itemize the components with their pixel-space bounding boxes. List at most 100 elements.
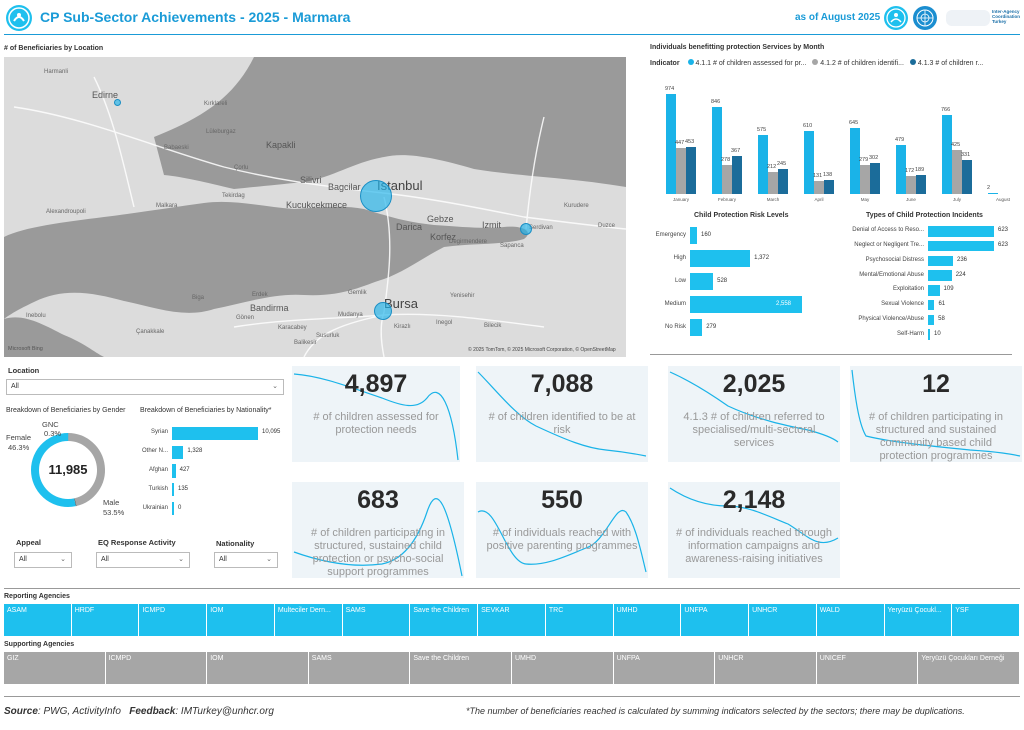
agency-tile[interactable]: UNFPA	[681, 604, 749, 636]
nationality-bar[interactable]	[172, 445, 184, 459]
month-bar[interactable]	[804, 131, 814, 194]
legend-item-1[interactable]: 4.1.1 # of children assessed for pr...	[695, 60, 807, 67]
map-label-susurluk: Susurluk	[316, 333, 340, 339]
nationality-bar[interactable]	[172, 464, 176, 478]
agency-tile[interactable]: ICMPD	[139, 604, 207, 636]
agency-tile[interactable]: Yeryüzü Çocukları Derneği	[918, 652, 1019, 684]
month-bar[interactable]	[686, 147, 696, 194]
donut-slice-female[interactable]	[67, 433, 105, 507]
agency-tile[interactable]: SAMS	[342, 604, 410, 636]
agency-tile[interactable]: YSF	[952, 604, 1019, 636]
month-bar[interactable]	[962, 160, 972, 194]
agency-tile[interactable]: UMHD	[512, 652, 613, 684]
feedback-email[interactable]: : IMTurkey@unhcr.org	[175, 706, 274, 717]
month-bar[interactable]	[758, 134, 768, 194]
agency-tile[interactable]: Yeryüzü Çocukl...	[884, 604, 952, 636]
gender-donut[interactable]	[4, 416, 132, 522]
appeal-dropdown[interactable]: All ⌄	[14, 552, 72, 568]
location-dropdown-value: All	[11, 383, 19, 390]
month-bar[interactable]	[712, 107, 722, 194]
month-bar[interactable]	[666, 94, 676, 194]
agency-tile[interactable]: UNICEF	[816, 652, 918, 684]
map-label-luleburgaz: Lüleburgaz	[206, 129, 236, 135]
month-bar-value: 172	[905, 168, 915, 175]
bubble-bursa[interactable]	[374, 302, 392, 320]
kpi-card[interactable]: 2,148 # of individuals reached through i…	[668, 482, 840, 578]
month-bar[interactable]	[768, 172, 778, 194]
incident-bar[interactable]	[928, 285, 940, 296]
gender-donut-chart[interactable]: 11,985 Female 46.3% GNC 0.3% Male 53.5%	[4, 416, 132, 522]
agency-tile[interactable]: UNHCR	[715, 652, 816, 684]
month-bar[interactable]	[870, 162, 880, 194]
month-bar[interactable]	[906, 176, 916, 194]
agency-tile[interactable]: UMHD	[613, 604, 681, 636]
risk-bar[interactable]	[690, 296, 802, 313]
bubble-istanbul[interactable]	[360, 180, 392, 212]
month-bar[interactable]	[824, 179, 834, 194]
kpi-label: # of children participating in structure…	[311, 527, 445, 578]
kpi-card[interactable]: 683 # of children participating in struc…	[292, 482, 464, 578]
kpi-card[interactable]: 550 # of individuals reached with positi…	[476, 482, 648, 578]
agency-tile[interactable]: UNHCR	[749, 604, 816, 636]
incident-bar[interactable]	[928, 329, 930, 340]
month-bar[interactable]	[942, 115, 952, 194]
kpi-card[interactable]: 4,897 # of children assessed for protect…	[292, 366, 460, 462]
legend-item-2[interactable]: 4.1.2 # of children identifi...	[820, 60, 904, 67]
month-bar[interactable]	[732, 156, 742, 194]
risk-bar[interactable]	[690, 227, 697, 244]
nationality-bar[interactable]	[172, 426, 258, 440]
map-attribution[interactable]: © 2025 TomTom, © 2025 Microsoft Corporat…	[468, 347, 616, 353]
donut-slice-male[interactable]	[31, 433, 76, 507]
nationality-bar[interactable]	[172, 483, 174, 497]
month-bar[interactable]	[676, 148, 686, 194]
map-label-izmit: Izmit	[482, 220, 501, 230]
agency-tile[interactable]: SAMS	[308, 652, 410, 684]
month-bar[interactable]	[722, 165, 732, 194]
incident-bar[interactable]	[928, 314, 935, 326]
agency-tile[interactable]: UNFPA	[613, 652, 715, 684]
month-bar[interactable]	[850, 127, 860, 194]
month-bar[interactable]	[896, 144, 906, 194]
bubble-edirne[interactable]	[114, 99, 121, 106]
month-bar-chart[interactable]: 974 447 453 January 846 278 367 February 575 212 2…	[650, 70, 1022, 202]
risk-bar[interactable]	[690, 250, 751, 267]
agency-tile[interactable]: Multeciler Dern...	[274, 604, 342, 636]
risk-bar[interactable]	[690, 273, 714, 290]
incident-bar[interactable]	[928, 255, 953, 267]
incident-types-chart[interactable]: Denial of Access to Reso... 623 Neglect or…	[840, 224, 1022, 344]
month-bar[interactable]	[988, 193, 998, 194]
incident-bar[interactable]	[928, 240, 994, 252]
kpi-card[interactable]: 12 # of children participating in struct…	[850, 366, 1022, 462]
eq-response-dropdown[interactable]: All ⌄	[96, 552, 190, 568]
month-bar[interactable]	[778, 168, 788, 194]
location-dropdown[interactable]: All ⌄	[6, 379, 284, 395]
incident-bar[interactable]	[928, 299, 935, 311]
agency-tile[interactable]: GIZ	[4, 652, 105, 684]
kpi-card[interactable]: 7,088 # of children identified to be at …	[476, 366, 648, 462]
nationality-bar-chart[interactable]: Syrian 10,095 Other N... 1,328 Afghan 427 Turk…	[132, 424, 288, 520]
nationality-dropdown[interactable]: All ⌄	[214, 552, 278, 568]
incident-bar[interactable]	[928, 226, 994, 237]
beneficiaries-map[interactable]: Edirne Harmanli Kapakli Çorlu Silivri Ba…	[4, 57, 626, 357]
risk-levels-chart[interactable]: Emergency 160 High 1,372 Low 528 Medium 2,558 No…	[650, 224, 840, 344]
bubble-kocaeli[interactable]	[520, 223, 532, 235]
month-bar[interactable]	[952, 150, 962, 194]
risk-bar[interactable]	[690, 319, 703, 336]
agency-tile[interactable]: HRDF	[71, 604, 139, 636]
agency-tile[interactable]: Save the Children	[410, 604, 478, 636]
agency-tile[interactable]: Save the Children	[410, 652, 511, 684]
month-bar[interactable]	[916, 174, 926, 194]
agency-tile[interactable]: TRC	[545, 604, 613, 636]
agency-tile[interactable]: ICMPD	[105, 652, 207, 684]
month-bar[interactable]	[860, 165, 870, 194]
month-bar[interactable]	[814, 180, 824, 194]
kpi-card[interactable]: 2,025 4.1.3 # of children referred to sp…	[668, 366, 840, 462]
agency-tile[interactable]: IOM	[207, 604, 274, 636]
agency-tile[interactable]: SEVKAR	[478, 604, 545, 636]
nationality-bar[interactable]	[172, 502, 174, 516]
legend-item-3[interactable]: 4.1.3 # of children r...	[917, 60, 984, 67]
agency-tile[interactable]: IOM	[207, 652, 308, 684]
agency-tile[interactable]: WALD	[816, 604, 884, 636]
incident-bar[interactable]	[928, 270, 952, 281]
agency-tile[interactable]: ASAM	[4, 604, 71, 636]
